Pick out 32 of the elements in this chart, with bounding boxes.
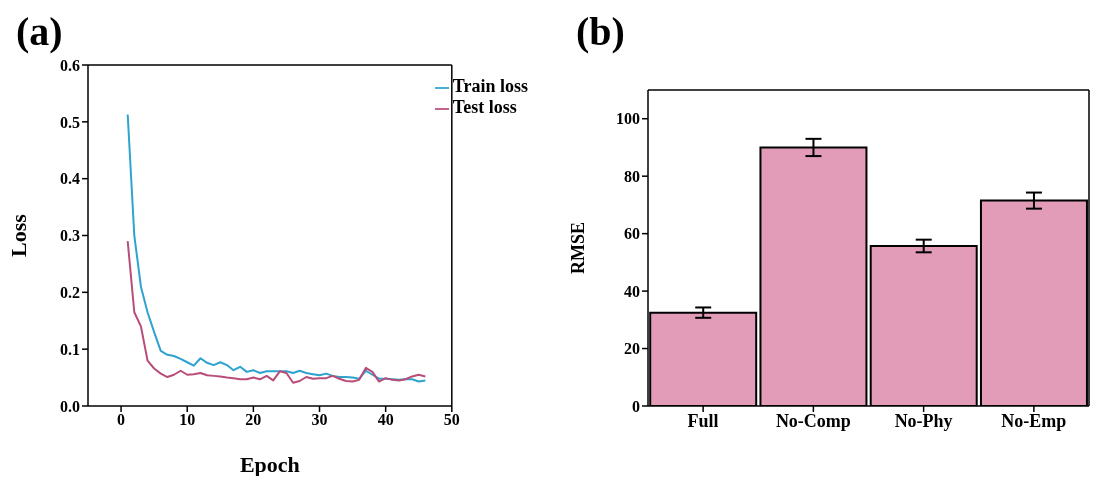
x-tick-label: 10 bbox=[179, 411, 196, 429]
x-tick-label: 20 bbox=[245, 411, 262, 429]
y-tick-label: 40 bbox=[624, 282, 640, 300]
y-tick-label: 0.4 bbox=[60, 170, 80, 188]
x-tick-label: 40 bbox=[377, 411, 394, 429]
line-series bbox=[126, 113, 427, 383]
y-tick-label: 100 bbox=[616, 110, 640, 128]
y-tick-label: 0.1 bbox=[60, 340, 80, 358]
y-tick-label: 0.6 bbox=[60, 56, 80, 74]
x-tick-label: Full bbox=[687, 410, 719, 431]
y-tick-label: 20 bbox=[624, 340, 640, 358]
y-tick-label: 0.3 bbox=[60, 227, 80, 245]
chart-title: (b) bbox=[575, 8, 626, 56]
x-tick-label: 30 bbox=[311, 411, 328, 429]
y-axis-title: RMSE bbox=[568, 221, 589, 275]
x-tick-label: 50 bbox=[443, 411, 460, 429]
x-axis-title: Epoch bbox=[239, 452, 300, 477]
x-tick-label: No-Comp bbox=[775, 410, 851, 431]
chart-title: (a) bbox=[15, 8, 64, 56]
y-tick-label: 0.0 bbox=[60, 397, 80, 415]
y-tick-label: 60 bbox=[624, 225, 640, 243]
x-tick-label: 0 bbox=[117, 411, 126, 429]
y-tick-label: 0.2 bbox=[60, 284, 80, 302]
y-tick-label: 0.5 bbox=[60, 113, 80, 131]
x-tick-label: No-Phy bbox=[894, 410, 953, 431]
x-tick-label: No-Emp bbox=[1001, 410, 1067, 431]
y-tick-label: 80 bbox=[624, 167, 640, 185]
line-series bbox=[126, 240, 427, 384]
legend-label: Train loss bbox=[452, 76, 528, 96]
y-axis-title: Loss bbox=[5, 213, 31, 257]
legend-label: Test loss bbox=[452, 97, 517, 117]
y-tick-label: 0 bbox=[632, 397, 640, 415]
